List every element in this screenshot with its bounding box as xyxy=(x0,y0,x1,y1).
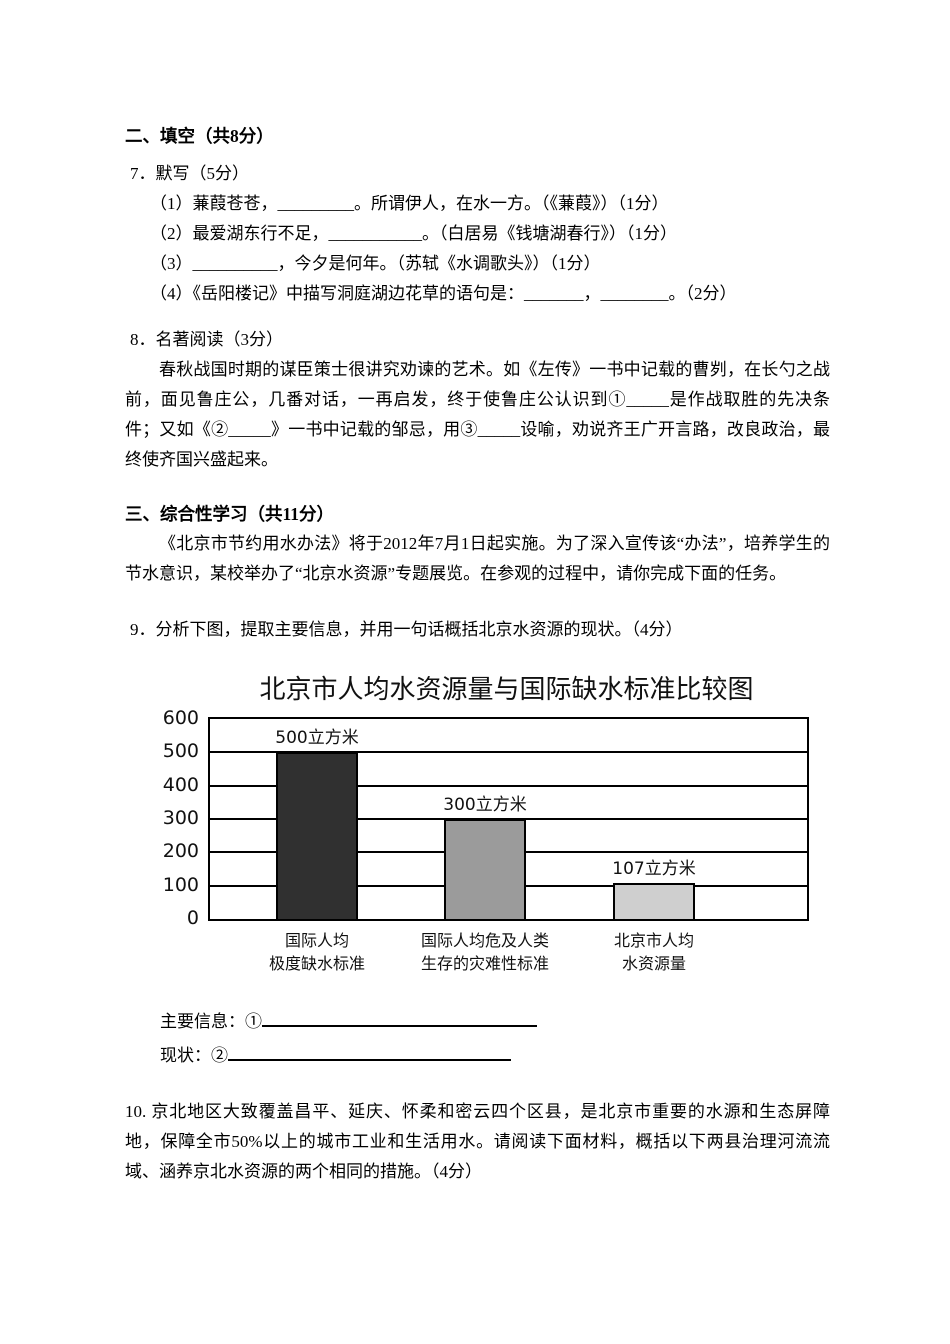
answer-line-main-info: 主要信息：① xyxy=(125,1005,830,1039)
bar-1 xyxy=(276,752,358,919)
question-10-paragraph: 10. 京北地区大致覆盖昌平、延庆、怀柔和密云四个区县，是北京市重要的水源和生态… xyxy=(125,1102,830,1181)
water-resource-bar-chart: 北京市人均水资源量与国际缺水标准比较图 500立方米 300立方米 107立方米 0… xyxy=(125,669,830,991)
category-label-1: 国际人均 极度缺水标准 xyxy=(268,931,365,973)
y-tick-label-0: 0 xyxy=(186,907,199,929)
section-comprehensive-heading: 三、综合性学习（共11分） xyxy=(125,504,335,524)
status-label: 现状：② xyxy=(160,1046,228,1065)
question-7-item-1: （1）蒹葭苍苍，_________。所谓伊人，在水一方。（《蒹葭》）（1分） xyxy=(150,194,669,213)
y-tick-label-200: 200 xyxy=(162,840,199,863)
comprehensive-intro-paragraph: 《北京市节约用水办法》将于2012年7月1日起实施。为了深入宣传该“办法”，培养… xyxy=(125,534,830,583)
bar-value-label-2: 300立方米 xyxy=(443,795,527,815)
question-8-paragraph: 春秋战国时期的谋臣策士很讲究劝谏的艺术。如《左传》一书中记载的曹刿，在长勺之战前… xyxy=(125,360,830,469)
answer-line-status: 现状：② xyxy=(125,1039,830,1073)
main-info-blank xyxy=(262,1009,537,1027)
chart-plot: 500立方米 300立方米 107立方米 xyxy=(208,717,809,921)
gridline-400 xyxy=(210,784,807,787)
page-content: 二、填空（共8分） 7．默写（5分） （1）蒹葭苍苍，_________。所谓伊… xyxy=(125,126,830,1181)
bar-2 xyxy=(444,819,526,919)
question-7-items: （1）蒹葭苍苍，_________。所谓伊人，在水一方。（《蒹葭》）（1分） （… xyxy=(125,189,830,309)
bar-value-label-3: 107立方米 xyxy=(612,859,696,880)
y-tick-label-600: 600 xyxy=(162,707,199,729)
status-blank xyxy=(228,1043,511,1061)
y-tick-label-400: 400 xyxy=(162,773,199,796)
y-tick-label-300: 300 xyxy=(162,807,199,829)
bar-value-label-1: 500立方米 xyxy=(275,728,359,749)
main-info-label: 主要信息：① xyxy=(160,1012,262,1031)
question-8-label: 8．名著阅读（3分） xyxy=(130,330,283,349)
question-7-item-2: （2）最爱湖东行不足，___________。（白居易《钱塘湖春行》）（1分） xyxy=(150,224,677,243)
question-7-item-4: （4）《岳阳楼记》中描写洞庭湖边花草的语句是：_______，________。… xyxy=(150,284,737,303)
y-tick-label-100: 100 xyxy=(162,873,199,896)
question-9-text: 9．分析下图，提取主要信息，并用一句话概括北京水资源的现状。（4分） xyxy=(130,620,683,639)
y-tick-label-500: 500 xyxy=(162,740,199,763)
question-7-label: 7．默写（5分） xyxy=(130,164,249,183)
question-7-item-3: （3）__________，今夕是何年。（苏轼《水调歌头》）（1分） xyxy=(150,254,601,273)
bar-3 xyxy=(613,883,695,919)
chart-title: 北京市人均水资源量与国际缺水标准比较图 xyxy=(259,675,754,705)
category-label-2: 国际人均危及人类 生存的灾难性标准 xyxy=(420,931,549,973)
gridline-500 xyxy=(210,751,807,754)
category-label-3: 北京市人均 水资源量 xyxy=(613,931,694,973)
section-fill-heading: 二、填空（共8分） xyxy=(125,126,274,146)
